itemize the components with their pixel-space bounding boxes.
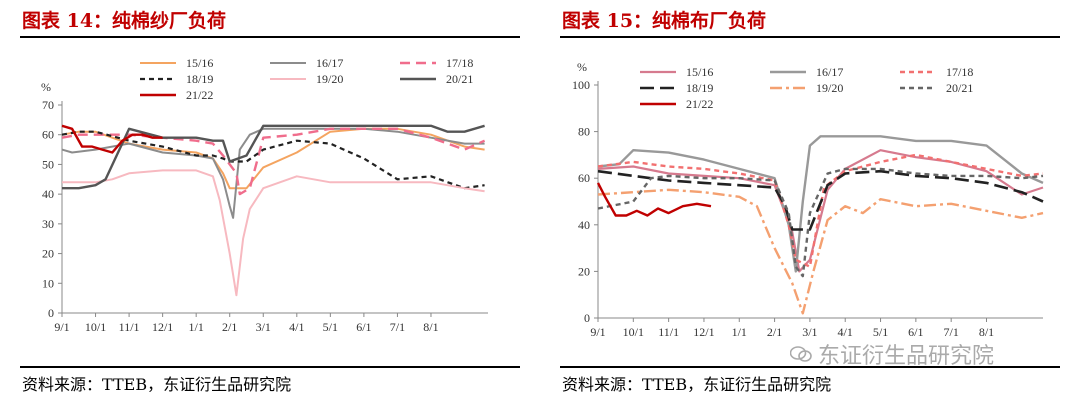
x-tick-label: 4/1 (289, 320, 304, 334)
x-tick-label: 6/1 (908, 325, 923, 339)
x-tick-label: 5/1 (873, 325, 888, 339)
legend-label: 19/20 (316, 72, 343, 86)
legend-label: 18/19 (186, 72, 213, 86)
x-tick-label: 10/1 (85, 320, 106, 334)
x-tick-label: 11/1 (119, 320, 140, 334)
y-tick-label: 20 (42, 247, 54, 261)
y-tick-label: 100 (572, 78, 590, 92)
chart-panel-left: 图表 14：纯棉纱厂负荷 % 0 10 20 30 40 50 60 70 9/1 10/1 11/1… (20, 10, 520, 394)
legend-label: 21/22 (686, 97, 713, 111)
series-line-17-18 (597, 153, 1044, 268)
series-line-18-19 (597, 169, 1044, 231)
series-line-19-20 (62, 169, 485, 297)
wechat-icon (790, 346, 812, 362)
series-line-21-22 (61, 124, 163, 154)
y-tick-label: 60 (578, 171, 590, 185)
series-line-16-17 (61, 127, 485, 219)
y-axis-label: % (577, 60, 587, 74)
x-tick-label: 1/1 (732, 325, 747, 339)
x-tick-label: 4/1 (838, 325, 853, 339)
legend-label: 17/18 (446, 56, 473, 70)
chart-title: 图表 15：纯棉布厂负荷 (562, 10, 767, 32)
watermark: 东证衍生品研究院 (790, 338, 994, 370)
x-tick-label: 6/1 (356, 320, 371, 334)
legend-label: 16/17 (316, 56, 343, 70)
legend-label: 18/19 (686, 81, 713, 95)
line-chart-svg: % 0 10 20 30 40 50 60 70 9/1 10/1 11/1 12/1 1/1 2/1 3/1… (41, 56, 488, 334)
line-chart-svg: % 0 20 40 60 80 100 9/1 10/1 11/1 12/1 1/1 2/1 3/1 4/1… (572, 60, 1044, 339)
watermark-text: 东证衍生品研究院 (818, 344, 995, 369)
legend-label: 16/17 (816, 65, 843, 79)
y-tick-label: 60 (42, 128, 54, 142)
y-tick-label: 0 (48, 306, 54, 320)
series-line-21-22 (596, 182, 712, 217)
legend-label: 15/16 (186, 56, 213, 70)
series-line-16-17 (597, 135, 1044, 273)
legend-label: 19/20 (816, 81, 843, 95)
series-line-20-21 (597, 167, 1044, 278)
series-line-18-19 (61, 130, 485, 190)
source-note: 资料来源：TTEB，东证衍生品研究院 (22, 375, 292, 394)
legend-label: 20/21 (946, 81, 973, 95)
series-line-20-21 (62, 124, 485, 190)
x-tick-label: 8/1 (423, 320, 438, 334)
x-tick-label: 2/1 (222, 320, 237, 334)
x-tick-label: 9/1 (54, 320, 69, 334)
chart-panel-right: 图表 15：纯棉布厂负荷 % 0 20 40 60 80 100 9/1 10/1 11/1 12/… (540, 0, 1080, 404)
x-tick-label: 12/1 (152, 320, 173, 334)
y-tick-label: 70 (42, 98, 54, 112)
title-rule (560, 36, 1060, 38)
x-tick-label: 11/1 (658, 325, 679, 339)
x-tick-label: 12/1 (693, 325, 714, 339)
x-tick-label: 10/1 (623, 325, 644, 339)
x-tick-label: 7/1 (944, 325, 959, 339)
y-tick-label: 40 (578, 218, 590, 232)
source-rule (560, 366, 1060, 368)
y-tick-label: 10 (42, 276, 54, 290)
chart-title: 图表 14：纯棉纱厂负荷 (22, 10, 227, 32)
source-rule (20, 366, 520, 368)
x-tick-label: 9/1 (590, 325, 605, 339)
legend-label: 17/18 (946, 65, 973, 79)
y-tick-label: 30 (42, 217, 54, 231)
legend-label: 15/16 (686, 65, 713, 79)
x-tick-label: 2/1 (767, 325, 782, 339)
title-rule (20, 36, 520, 38)
source-note: 资料来源：TTEB，东证衍生品研究院 (562, 375, 832, 394)
y-tick-label: 20 (578, 264, 590, 278)
x-tick-label: 3/1 (256, 320, 271, 334)
y-tick-label: 80 (578, 125, 590, 139)
y-axis-label: % (41, 80, 51, 94)
y-tick-label: 0 (584, 311, 590, 325)
x-tick-label: 3/1 (802, 325, 817, 339)
series-line-19-20 (597, 188, 1044, 315)
legend-label: 20/21 (446, 72, 473, 86)
y-tick-label: 50 (42, 157, 54, 171)
x-tick-label: 7/1 (390, 320, 405, 334)
y-tick-label: 40 (42, 187, 54, 201)
x-tick-label: 8/1 (979, 325, 994, 339)
x-tick-label: 1/1 (189, 320, 204, 334)
x-tick-label: 5/1 (323, 320, 338, 334)
legend-label: 21/22 (186, 88, 213, 102)
